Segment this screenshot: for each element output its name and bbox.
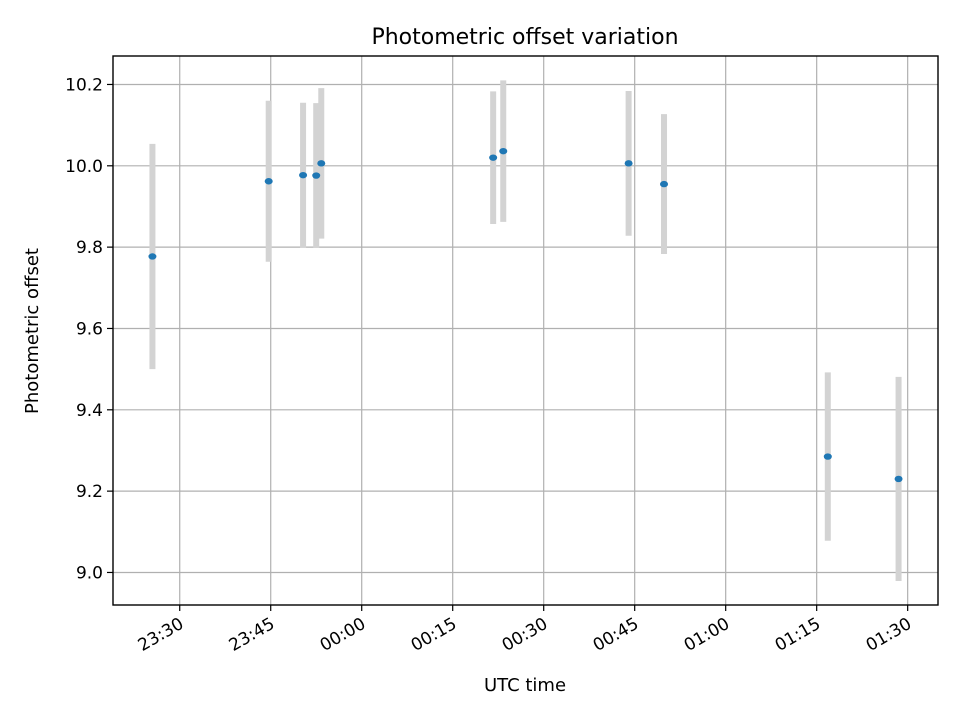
data-point: [317, 160, 326, 167]
x-axis-label: UTC time: [484, 675, 566, 696]
data-point: [624, 160, 633, 167]
y-tick-label: 9.2: [76, 482, 103, 502]
data-point: [148, 253, 157, 260]
y-axis-label: Photometric offset: [22, 248, 43, 414]
data-point: [489, 154, 498, 161]
data-point: [499, 147, 508, 155]
y-tick-label: 10.2: [65, 75, 103, 95]
chart-title: Photometric offset variation: [371, 25, 678, 50]
y-tick-label: 10.0: [65, 157, 103, 177]
y-tick-label: 9.6: [76, 319, 103, 339]
y-axis-ticks: 9.0 9.2 9.4 9.6 9.8 10.0 10.2: [65, 75, 113, 583]
data-point: [823, 453, 832, 460]
data-point: [299, 171, 308, 179]
data-point: [660, 180, 669, 188]
data-points: [148, 147, 903, 483]
data-point: [894, 475, 903, 483]
data-point: [264, 178, 273, 185]
y-tick-label: 9.8: [76, 238, 103, 258]
y-tick-label: 9.0: [76, 563, 103, 583]
plot-frame: [112, 55, 939, 606]
data-point: [312, 172, 321, 179]
y-tick-label: 9.4: [76, 401, 103, 421]
grid: [113, 56, 938, 605]
